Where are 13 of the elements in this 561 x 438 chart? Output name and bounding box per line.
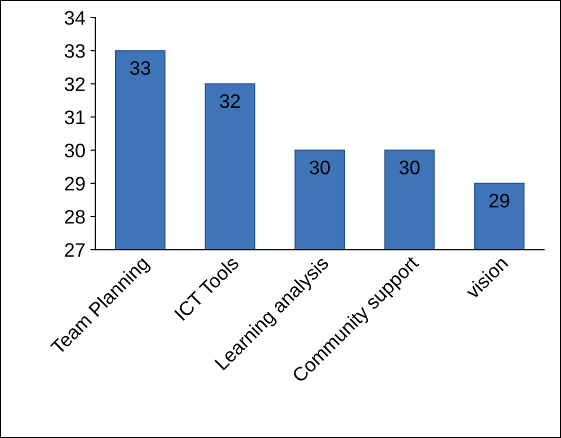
data-label: 30 (399, 160, 420, 174)
data-label: 29 (489, 194, 510, 208)
y-tick-label: 30 (64, 144, 85, 158)
y-tick-label: 34 (64, 10, 86, 25)
y-tick-label: 27 (65, 243, 85, 257)
y-tick-label: 31 (64, 110, 85, 124)
data-label: 32 (220, 94, 240, 108)
y-tick-label: 28 (65, 210, 85, 224)
data-label: 33 (130, 61, 150, 75)
y-tick-label: 33 (64, 44, 85, 58)
data-label: 30 (310, 160, 330, 174)
y-tick-label: 32 (64, 77, 85, 92)
y-tick-label: 29 (65, 176, 85, 191)
